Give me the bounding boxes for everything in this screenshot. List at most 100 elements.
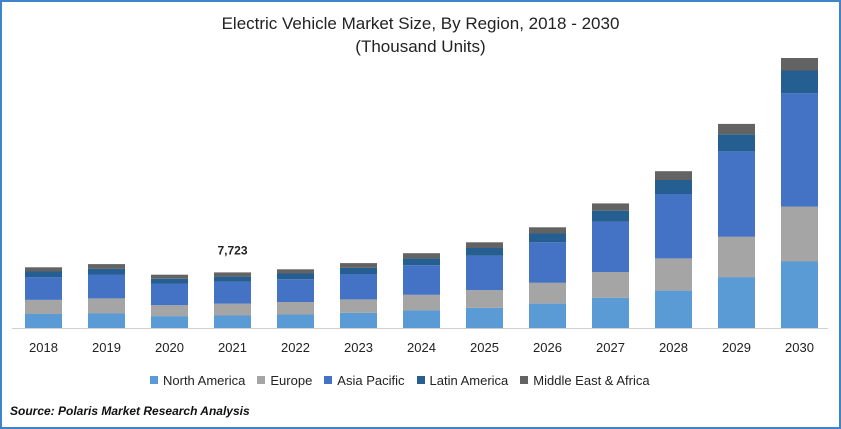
legend-label: Asia Pacific (337, 372, 405, 388)
x-tick-label-2030: 2030 (785, 340, 814, 355)
chart-subtitle: (Thousand Units) (355, 37, 486, 56)
bar-segment-2022-north-america (277, 314, 314, 328)
bar-segment-2018-europe (25, 300, 62, 314)
legend-item-middle-east-africa: Middle East & Africa (520, 372, 650, 388)
x-tick-label-2027: 2027 (596, 340, 625, 355)
bar-segment-2024-latin-america (403, 258, 440, 266)
bar-segment-2019-asia-pacific (88, 274, 125, 299)
bar-segment-2027-europe (592, 271, 629, 298)
bar-segment-2027-asia-pacific (592, 221, 629, 272)
bar-segment-2020-latin-america (151, 278, 188, 284)
data-label-2021: 7,723 (217, 243, 247, 257)
bar-segment-2026-north-america (529, 303, 566, 328)
bar-segment-2021-asia-pacific (214, 281, 251, 304)
legend-label: Latin America (429, 372, 509, 388)
x-tick-label-2019: 2019 (92, 340, 121, 355)
bar-segment-2023-asia-pacific (340, 274, 377, 300)
x-tick-label-2025: 2025 (470, 340, 499, 355)
bar-segment-2024-middle-east-africa (403, 253, 440, 259)
bar-segment-2022-middle-east-africa (277, 269, 314, 274)
bar-segment-2028-north-america (655, 290, 692, 328)
bar-segment-2024-europe (403, 294, 440, 311)
legend-label: Europe (270, 372, 313, 388)
bar-segment-2029-asia-pacific (718, 151, 755, 237)
x-tick-label-2021: 2021 (218, 340, 247, 355)
chart-title: Electric Vehicle Market Size, By Region,… (221, 14, 620, 33)
bar-segment-2021-europe (214, 303, 251, 316)
bar-segment-2018-north-america (25, 314, 62, 328)
bar-segment-2026-latin-america (529, 233, 566, 243)
bar-segment-2028-latin-america (655, 180, 692, 194)
legend-swatch (257, 376, 266, 384)
legend-item-latin-america: Latin America (416, 372, 509, 388)
bar-segment-2028-asia-pacific (655, 194, 692, 259)
bar-segment-2027-latin-america (592, 210, 629, 222)
bar-segment-2021-north-america (214, 315, 251, 328)
x-tick-label-2029: 2029 (722, 340, 751, 355)
bar-segment-2020-north-america (151, 316, 188, 328)
legend-label: Middle East & Africa (533, 372, 650, 388)
bar-segment-2021-latin-america (214, 276, 251, 282)
bar-segment-2023-middle-east-africa (340, 263, 377, 268)
bar-segment-2027-north-america (592, 297, 629, 328)
chart-legend: North America Europe Asia Pacific Latin Ame… (150, 371, 650, 389)
bar-segment-2029-latin-america (718, 134, 755, 152)
x-tick-label-2022: 2022 (281, 340, 310, 355)
bar-segment-2022-asia-pacific (277, 279, 314, 302)
x-tick-label-2028: 2028 (659, 340, 688, 355)
bar-segment-2026-middle-east-africa (529, 227, 566, 234)
x-tick-label-2020: 2020 (155, 340, 184, 355)
legend-swatch (150, 376, 158, 384)
bar-segment-2025-latin-america (466, 248, 503, 256)
bar-segment-2024-asia-pacific (403, 265, 440, 295)
legend-swatch (324, 376, 333, 384)
bar-segment-2030-middle-east-africa (781, 58, 818, 71)
bar-segment-2020-middle-east-africa (151, 274, 188, 279)
x-tick-label-2024: 2024 (407, 340, 436, 355)
legend-swatch (416, 376, 425, 384)
bar-segment-2019-middle-east-africa (88, 264, 125, 269)
x-tick-label-2018: 2018 (29, 340, 58, 355)
bar-segment-2025-europe (466, 290, 503, 308)
bar-segment-2026-asia-pacific (529, 242, 566, 283)
bar-segment-2023-latin-america (340, 267, 377, 274)
bar-segment-2030-north-america (781, 261, 818, 328)
bar-segment-2029-europe (718, 236, 755, 278)
legend-item-asia-pacific: Asia Pacific (324, 372, 405, 388)
bar-segment-2028-middle-east-africa (655, 171, 692, 180)
bar-segment-2025-middle-east-africa (466, 242, 503, 248)
source-note: Source: Polaris Market Research Analysis (10, 404, 250, 418)
legend-label: North America (163, 372, 246, 388)
bar-segment-2024-north-america (403, 310, 440, 328)
bar-segment-2021-middle-east-africa (214, 272, 251, 277)
bar-segment-2020-asia-pacific (151, 283, 188, 306)
bar-segment-2025-north-america (466, 307, 503, 329)
x-tick-label-2026: 2026 (533, 340, 562, 355)
x-tick-label-2023: 2023 (344, 340, 373, 355)
bar-segment-2025-asia-pacific (466, 255, 503, 291)
bar-segment-2028-europe (655, 258, 692, 291)
bar-segment-2026-europe (529, 282, 566, 304)
bar-segment-2020-europe (151, 305, 188, 317)
legend-item-north-america: North America (150, 373, 245, 388)
bar-segment-2018-latin-america (25, 271, 62, 278)
bar-segment-2030-asia-pacific (781, 93, 818, 207)
bar-segment-2018-asia-pacific (25, 277, 62, 300)
legend-swatch (520, 376, 529, 384)
bar-segment-2018-middle-east-africa (25, 267, 62, 272)
bar-segment-2019-latin-america (88, 268, 125, 275)
bar-segment-2019-europe (88, 298, 125, 314)
bar-segment-2029-north-america (718, 277, 755, 328)
bar-segment-2027-middle-east-africa (592, 203, 629, 211)
bar-segment-2030-latin-america (781, 70, 818, 94)
bar-segment-2023-north-america (340, 312, 377, 328)
bar-segment-2030-europe (781, 206, 818, 262)
bar-segment-2019-north-america (88, 313, 125, 328)
bar-segment-2022-europe (277, 302, 314, 315)
bar-segment-2023-europe (340, 299, 377, 313)
bar-segment-2029-middle-east-africa (718, 123, 755, 135)
legend-item-europe: Europe (257, 373, 312, 388)
bar-segment-2022-latin-america (277, 273, 314, 280)
